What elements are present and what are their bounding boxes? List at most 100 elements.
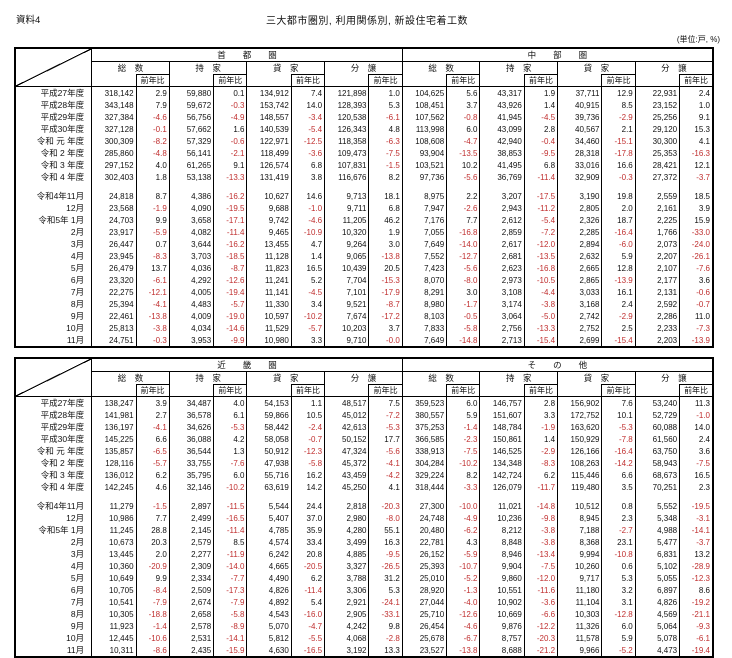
yoy-cell: -19.0	[213, 310, 248, 322]
yoy-cell: -8.0	[446, 274, 481, 286]
yoy-cell: -19.4	[679, 644, 714, 657]
yoy-cell: 16.3	[368, 536, 403, 548]
value-cell: 2,632	[557, 250, 603, 262]
yoy-header: 前年比	[213, 384, 248, 397]
yoy-cell: -10.6	[135, 632, 170, 644]
value-cell: 3,644	[168, 238, 215, 250]
yoy-cell: 28.8	[135, 524, 170, 536]
value-cell: 2,713	[479, 334, 525, 347]
value-cell: 35,795	[168, 469, 215, 481]
table-row: 平成29年度 327,384 -4.6 56,756 -4.9 148,557 -3.4 12…	[14, 111, 714, 123]
value-cell: 10,311	[91, 644, 137, 657]
value-cell	[91, 493, 137, 500]
value-cell: 8,103	[401, 310, 448, 322]
yoy-cell: -3.3	[446, 481, 481, 493]
value-cell: 104,625	[401, 86, 448, 99]
yoy-cell: -0.3	[135, 334, 170, 347]
yoy-cell	[213, 183, 248, 190]
value-cell: 4,242	[324, 620, 370, 632]
value-cell: 10,673	[91, 536, 137, 548]
value-cell: 4,490	[246, 572, 292, 584]
yoy-cell: -19.5	[679, 500, 714, 512]
value-cell	[168, 183, 215, 190]
value-cell: 26,447	[91, 238, 137, 250]
row-label: 7月	[14, 596, 93, 608]
row-label: 10月	[14, 322, 93, 334]
value-cell: 9,710	[324, 334, 370, 347]
row-label: 12月	[14, 512, 93, 524]
yoy-cell: 3.9	[135, 396, 170, 409]
value-cell: 2,592	[634, 298, 681, 310]
group-header-row: 総 数 持 家 貸 家 分 譲 総 数 持 家 貸 家 分 譲	[15, 371, 714, 385]
col-header-total: 総 数	[91, 61, 170, 75]
yoy-cell: 16.5	[290, 262, 326, 274]
yoy-cell: -9.5	[368, 548, 403, 560]
value-cell: 3,174	[479, 298, 525, 310]
yoy-cell: 2.0	[135, 548, 170, 560]
yoy-cell: -16.2	[213, 238, 248, 250]
value-cell: 3,499	[324, 536, 370, 548]
yoy-cell: -14.2	[601, 457, 636, 469]
page-title: 三大都市圏別, 利用関係別, 新設住宅着工数	[265, 16, 469, 27]
value-cell: 2,107	[634, 262, 681, 274]
yoy-header: 前年比	[523, 74, 559, 87]
yoy-cell: 2.5	[601, 322, 636, 334]
value-cell: 2,805	[557, 202, 603, 214]
row-label: 3月	[14, 238, 93, 250]
yoy-cell: 14.0	[290, 99, 326, 111]
value-cell: 32,909	[557, 171, 603, 183]
yoy-cell: 8.5	[601, 99, 636, 111]
value-cell: 4,280	[324, 524, 370, 536]
yoy-cell: -3.8	[523, 298, 559, 310]
value-cell: 126,574	[246, 159, 292, 171]
yoy-header-row: 前年比 前年比 前年比 前年比 前年比 前年比 前年比 前年比	[15, 384, 714, 397]
yoy-cell: 3.3	[523, 409, 559, 421]
yoy-cell: 16.2	[290, 469, 326, 481]
value-cell: 40,915	[557, 99, 603, 111]
value-cell: 8,945	[557, 512, 603, 524]
row-label: 平成29年度	[14, 421, 93, 433]
col-header-rented: 貸 家	[557, 371, 636, 385]
yoy-cell: -13.9	[679, 334, 714, 347]
value-cell: 10,439	[324, 262, 370, 274]
yoy-cell: -5.0	[523, 310, 559, 322]
table-row: 10月 25,813 -3.8 4,034 -14.6 11,529 -5.7 10,203 3…	[14, 322, 714, 334]
table-row: 4月 23,945 -8.3 3,703 -18.5 11,128 1.4 9,065 -13.…	[14, 250, 714, 262]
yoy-cell: -11.5	[213, 500, 248, 512]
value-cell	[634, 183, 681, 190]
annual-rows: 平成27年度 138,247 3.9 34,487 4.0 54,153 1.1 48,517…	[14, 396, 714, 493]
value-cell: 3,703	[168, 250, 215, 262]
yoy-cell: 3.8	[290, 171, 326, 183]
value-cell: 2,859	[479, 226, 525, 238]
table-kinki-other: 近 畿 圏 そ の 他 総 数 持 家 貸 家 分 譲 総 数 持 家 貸 家 …	[14, 357, 714, 658]
col-header-rented: 貸 家	[246, 371, 326, 385]
yoy-cell: -5.8	[290, 457, 326, 469]
value-cell: 11,205	[324, 214, 370, 226]
yoy-cell: 6.0	[601, 620, 636, 632]
table-row: 平成28年度 343,148 7.9 59,672 -0.3 153,742 14.0 128…	[14, 99, 714, 111]
yoy-cell: 12.9	[601, 86, 636, 99]
yoy-cell: -8.7	[368, 298, 403, 310]
row-label: 令和 4 年度	[14, 171, 93, 183]
value-cell: 27,044	[401, 596, 448, 608]
value-cell: 142,245	[91, 481, 137, 493]
yoy-cell: -0.7	[679, 298, 714, 310]
yoy-cell: 2.8	[523, 123, 559, 135]
value-cell: 36,544	[168, 445, 215, 457]
value-cell: 150,861	[479, 433, 525, 445]
value-cell: 109,473	[324, 147, 370, 159]
value-cell: 24,751	[91, 334, 137, 347]
yoy-cell: 4.0	[213, 396, 248, 409]
yoy-cell: -2.1	[213, 147, 248, 159]
value-cell: 2,499	[168, 512, 215, 524]
row-label: 2月	[14, 226, 93, 238]
value-cell: 3,168	[557, 298, 603, 310]
block-gap	[14, 493, 714, 500]
value-cell	[324, 183, 370, 190]
yoy-cell: -5.9	[135, 226, 170, 238]
value-cell: 2,658	[168, 608, 215, 620]
yoy-cell: 4.8	[368, 123, 403, 135]
value-cell: 57,662	[168, 123, 215, 135]
yoy-cell: 15.9	[679, 214, 714, 226]
value-cell: 9,876	[479, 620, 525, 632]
